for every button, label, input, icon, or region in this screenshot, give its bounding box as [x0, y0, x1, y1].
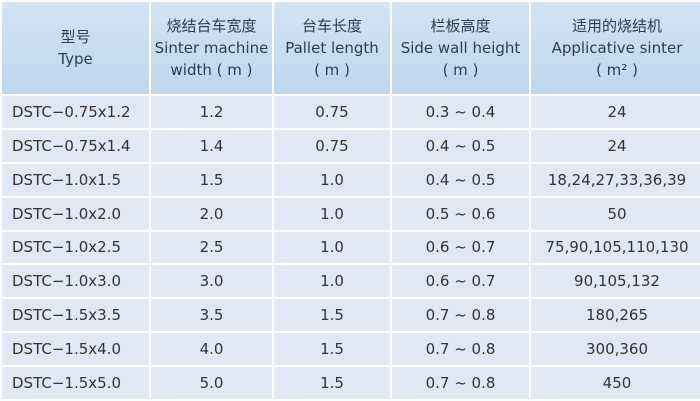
table-body: DSTC−0.75x1.2 1.2 0.75 0.3 ~ 0.4 24 DSTC−0.75…: [2, 96, 700, 399]
header-line: 台车长度: [301, 17, 362, 35]
cell: 300,360: [531, 333, 700, 365]
cell: 5.0: [151, 367, 272, 399]
cell: DSTC−1.0x3.0: [2, 265, 149, 298]
cell: 3.5: [151, 299, 272, 332]
cell: 24: [531, 96, 700, 128]
cell: DSTC−0.75x1.2: [2, 96, 149, 128]
cell: 1.5: [274, 367, 390, 399]
table-row: DSTC−1.0x1.5 1.5 1.0 0.4 ~ 0.5 18,24,27,33,3…: [2, 163, 700, 196]
table-row: DSTC−1.0x2.5 2.5 1.0 0.6 ~ 0.7 75,90,105,110…: [2, 231, 700, 264]
table-row: DSTC−1.5x3.5 3.5 1.5 0.7 ~ 0.8 180,265: [2, 299, 700, 332]
cell: 75,90,105,110,130: [531, 231, 700, 264]
header-row: 型号 Type 烧结台车宽度 Sinter machine width ( m ) 台车长…: [2, 2, 700, 94]
cell: 50: [531, 197, 700, 230]
header-line: 栏板高度: [430, 17, 491, 35]
cell: 1.5: [151, 163, 272, 196]
cell: 4.0: [151, 333, 272, 365]
cell: 1.2: [151, 96, 272, 128]
table-row: DSTC−1.5x4.0 4.0 1.5 0.7 ~ 0.8 300,360: [2, 333, 700, 365]
table-row: DSTC−1.0x2.0 2.0 1.0 0.5 ~ 0.6 50: [2, 197, 700, 230]
header-line: ( m² ): [596, 61, 638, 79]
cell: 0.75: [274, 129, 390, 162]
header-line: 烧结台车宽度: [166, 17, 257, 35]
cell: 0.6 ~ 0.7: [392, 265, 529, 298]
cell: 90,105,132: [531, 265, 700, 298]
header-line: ( m ): [314, 61, 350, 79]
cell: 0.4 ~ 0.5: [392, 129, 529, 162]
header-line: 适用的烧结机: [571, 17, 662, 35]
cell: 0.7 ~ 0.8: [392, 367, 529, 399]
cell: 3.0: [151, 265, 272, 298]
cell: 24: [531, 129, 700, 162]
cell: 18,24,27,33,36,39: [531, 163, 700, 196]
cell: 2.5: [151, 231, 272, 264]
cell: 0.7 ~ 0.8: [392, 333, 529, 365]
header-cell: 适用的烧结机 Applicative sinter ( m² ): [531, 2, 700, 94]
cell: DSTC−1.0x1.5: [2, 163, 149, 196]
cell: 0.6 ~ 0.7: [392, 231, 529, 264]
cell: 1.5: [274, 299, 390, 332]
cell: 1.0: [274, 231, 390, 264]
header-line: Pallet length: [285, 39, 379, 57]
header-cell: 台车长度 Pallet length ( m ): [274, 2, 390, 94]
header-line: Type: [58, 50, 93, 68]
cell: 1.0: [274, 197, 390, 230]
cell: 1.5: [274, 333, 390, 365]
cell: DSTC−1.5x3.5: [2, 299, 149, 332]
table-row: DSTC−1.5x5.0 5.0 1.5 0.7 ~ 0.8 450: [2, 367, 700, 399]
header-line: Side wall height: [400, 39, 521, 57]
cell: 2.0: [151, 197, 272, 230]
header-line: Applicative sinter: [551, 39, 683, 57]
cell: 1.0: [274, 265, 390, 298]
cell: DSTC−0.75x1.4: [2, 129, 149, 162]
table-row: DSTC−1.0x3.0 3.0 1.0 0.6 ~ 0.7 90,105,132: [2, 265, 700, 298]
header-line: Sinter machine: [154, 39, 269, 57]
cell: DSTC−1.0x2.5: [2, 231, 149, 264]
cell: 0.5 ~ 0.6: [392, 197, 529, 230]
header-line: 型号: [60, 28, 91, 46]
cell: DSTC−1.5x5.0: [2, 367, 149, 399]
cell: 0.75: [274, 96, 390, 128]
cell: 1.0: [274, 163, 390, 196]
table-row: DSTC−0.75x1.2 1.2 0.75 0.3 ~ 0.4 24: [2, 96, 700, 128]
cell: 0.4 ~ 0.5: [392, 163, 529, 196]
cell: DSTC−1.0x2.0: [2, 197, 149, 230]
table-row: DSTC−0.75x1.4 1.4 0.75 0.4 ~ 0.5 24: [2, 129, 700, 162]
header-cell: 栏板高度 Side wall height ( m ): [392, 2, 529, 94]
header-cell: 型号 Type: [2, 2, 149, 94]
cell: 450: [531, 367, 700, 399]
cell: 180,265: [531, 299, 700, 332]
cell: 1.4: [151, 129, 272, 162]
cell: 0.3 ~ 0.4: [392, 96, 529, 128]
cell: DSTC−1.5x4.0: [2, 333, 149, 365]
header-line: ( m ): [442, 61, 479, 79]
header-cell: 烧结台车宽度 Sinter machine width ( m ): [151, 2, 272, 94]
header-line: width ( m ): [170, 61, 253, 79]
cell: 0.7 ~ 0.8: [392, 299, 529, 332]
